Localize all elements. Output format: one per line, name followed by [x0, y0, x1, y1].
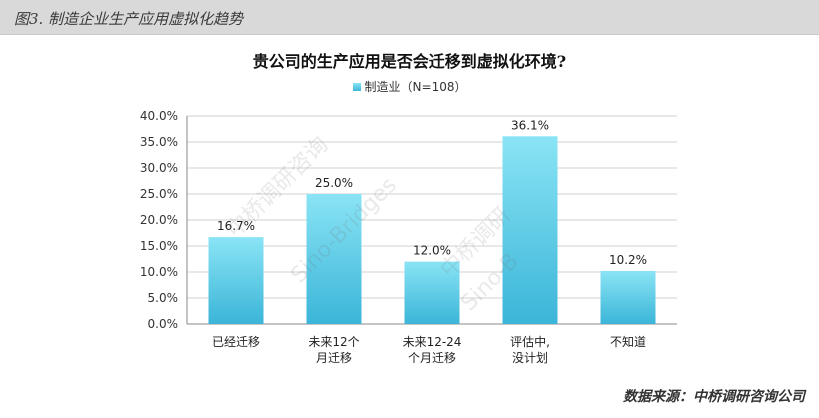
y-tick-label: 0.0% [148, 317, 179, 331]
data-label: 36.1% [511, 118, 549, 132]
y-tick-label: 30.0% [140, 161, 178, 175]
y-tick-label: 15.0% [140, 239, 178, 253]
data-label: 16.7% [217, 219, 255, 233]
figure-header: 图3. 制造企业生产应用虚拟化趋势 [0, 0, 819, 35]
y-tick-label: 35.0% [140, 135, 178, 149]
figure-label: 图3. 制造企业生产应用虚拟化趋势 [14, 10, 244, 28]
bar [404, 261, 460, 324]
x-tick-label: 不知道 [610, 335, 646, 349]
x-tick-label: 评估中, [510, 334, 550, 349]
y-tick-label: 40.0% [140, 109, 178, 123]
x-tick-label: 未来12个 [308, 335, 359, 349]
data-label: 25.0% [315, 176, 353, 190]
legend-label: 制造业（N=108） [364, 80, 467, 94]
x-tick-label: 月迁移 [316, 351, 352, 365]
y-tick-label: 25.0% [140, 187, 178, 201]
legend-swatch [352, 83, 361, 91]
chart-legend: 制造业（N=108） [0, 78, 819, 95]
data-label: 10.2% [609, 253, 647, 267]
bar [208, 237, 264, 324]
source-note: 数据来源：中桥调研咨询公司 [623, 389, 805, 405]
x-tick-label: 已经迁移 [212, 335, 260, 349]
bar [600, 270, 656, 324]
bar [306, 194, 362, 324]
bar [502, 136, 558, 324]
x-tick-label: 个月迁移 [408, 351, 456, 365]
y-tick-label: 5.0% [148, 291, 179, 305]
y-tick-label: 20.0% [140, 213, 178, 227]
chart-title: 贵公司的生产应用是否会迁移到虚拟化环境? [252, 52, 567, 71]
x-tick-label: 没计划 [512, 350, 548, 365]
data-label: 12.0% [413, 244, 451, 258]
y-tick-label: 10.0% [140, 265, 178, 279]
x-tick-label: 未来12-24 [403, 335, 462, 349]
